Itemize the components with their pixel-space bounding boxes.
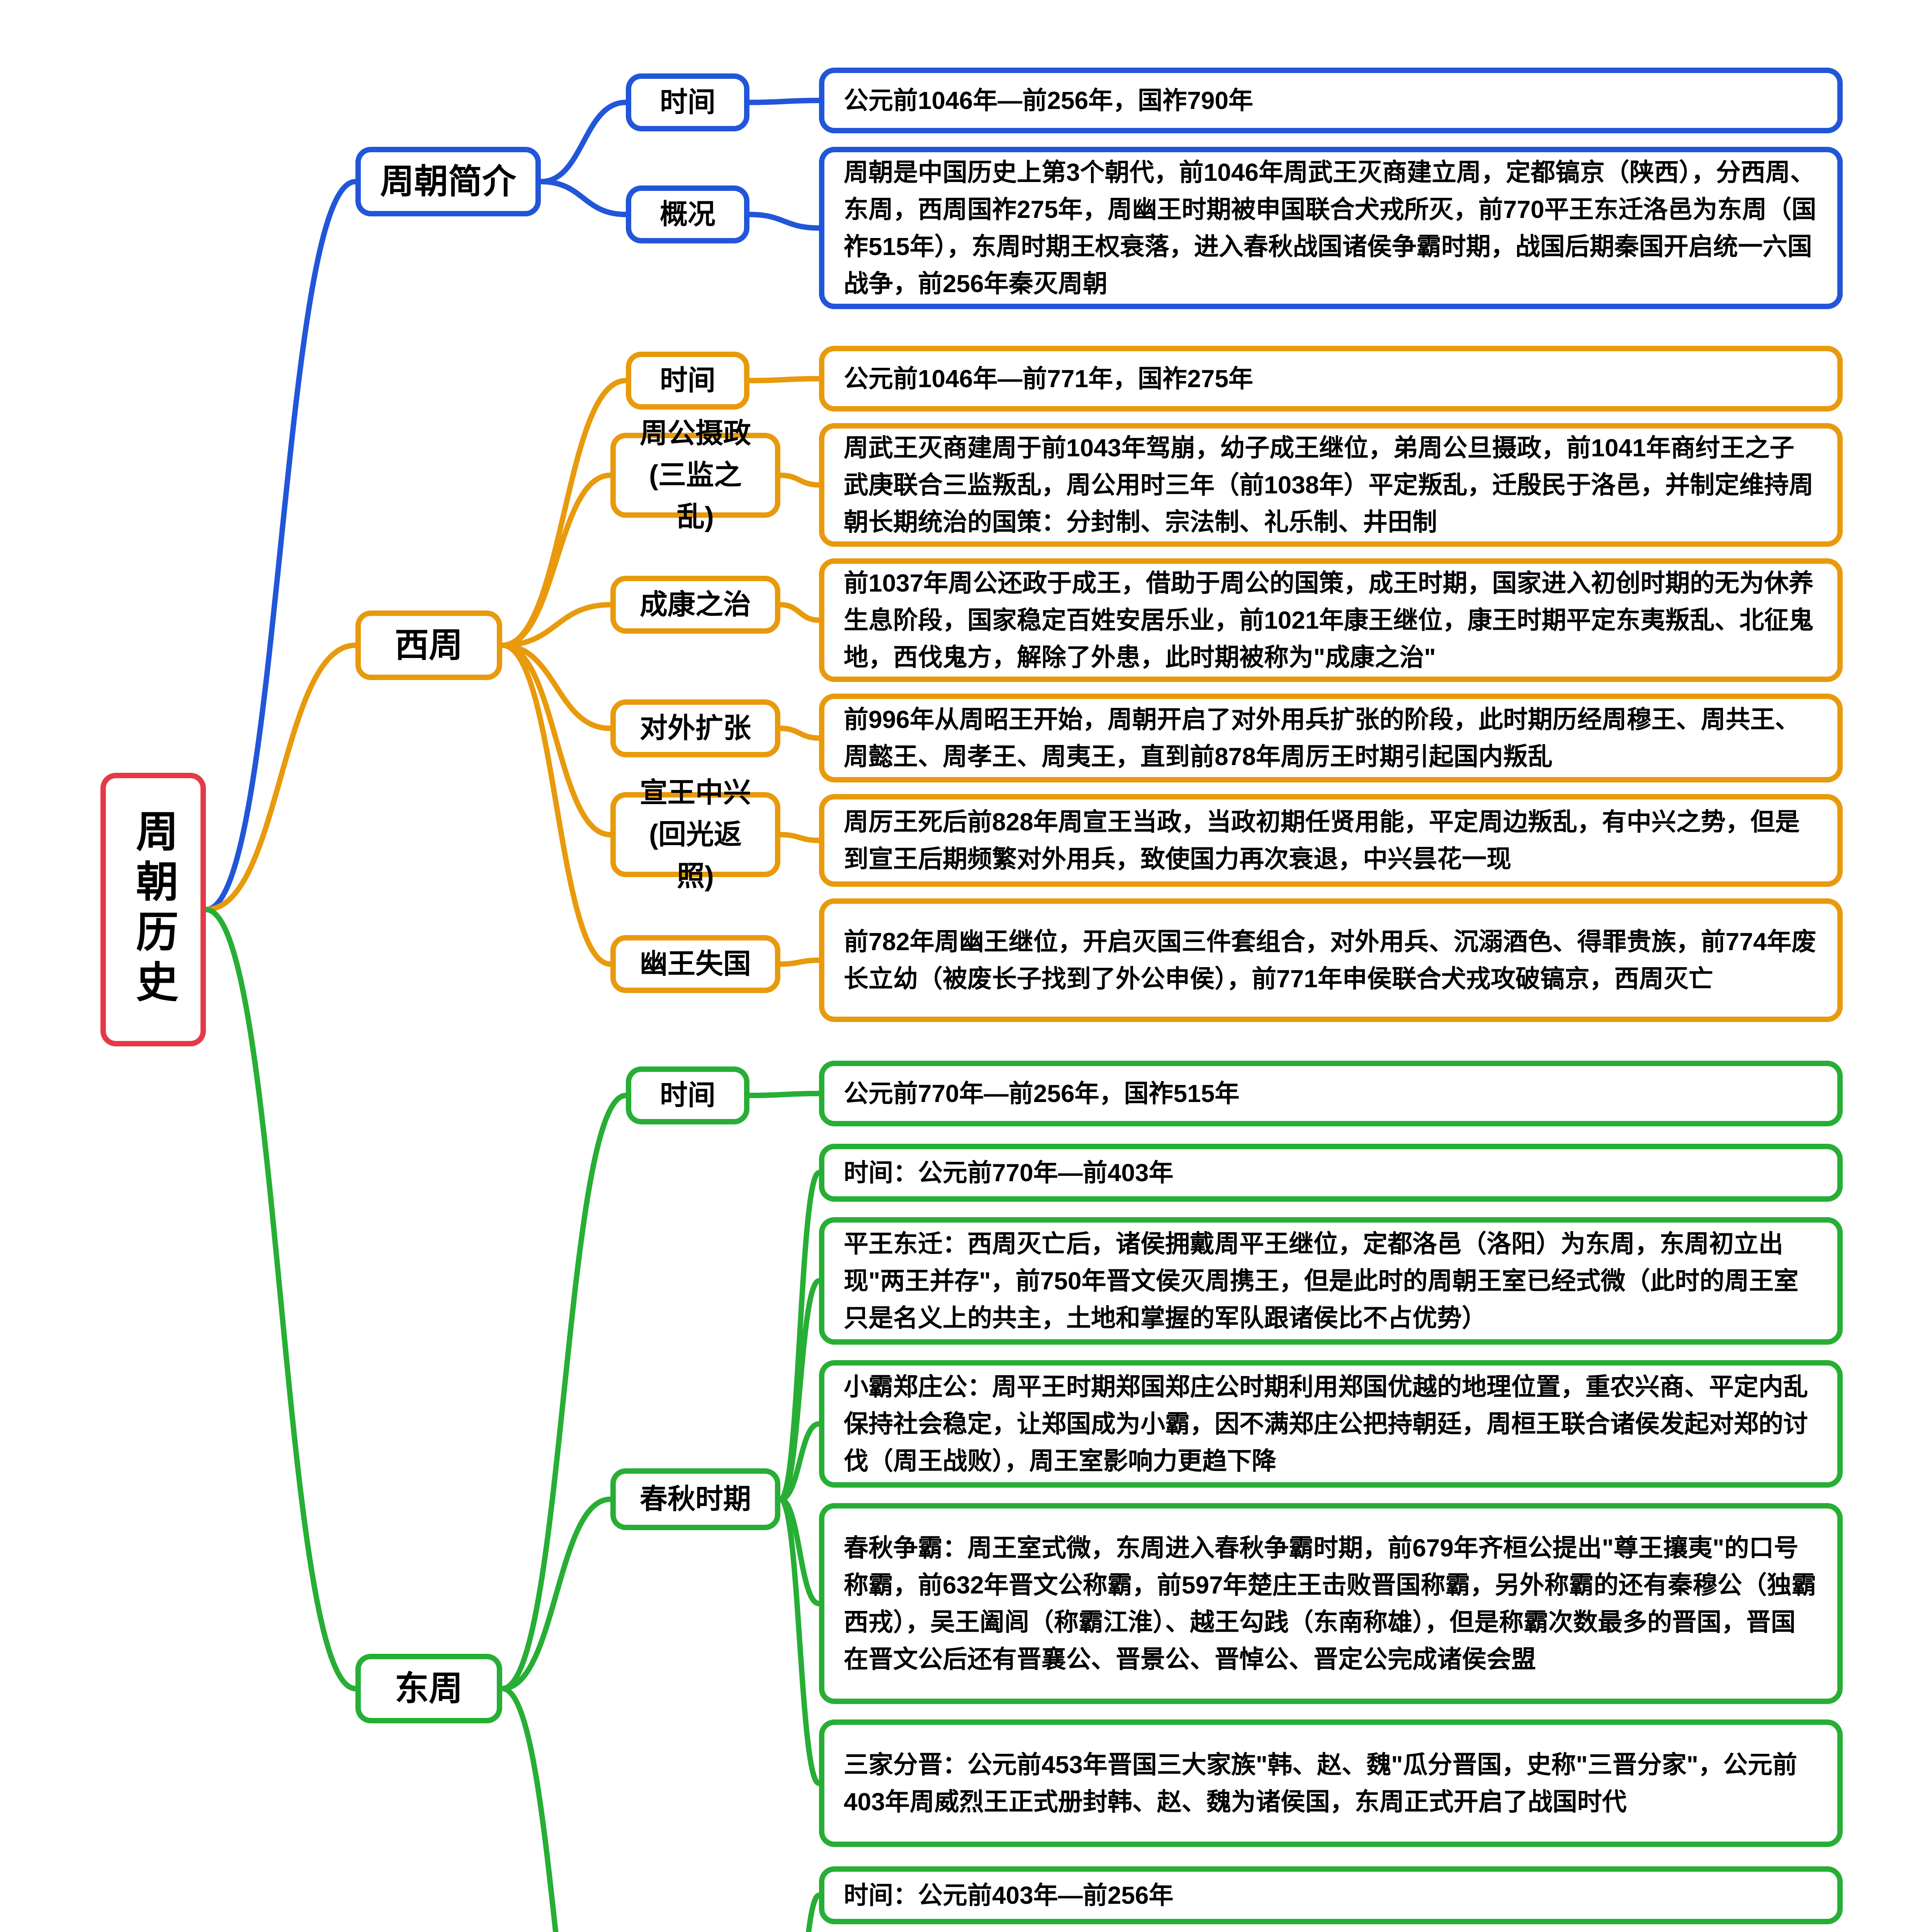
xizhou-chengkang-label: 成康之治 xyxy=(640,584,751,626)
xizhou-youwang-node: 幽王失国 xyxy=(610,935,780,993)
xizhou-xuanwang-leaf: 周厉王死后前828年周宣王当政，当政初期任贤用能，平定周边叛乱，有中兴之势，但是… xyxy=(819,794,1843,887)
intro-label: 周朝简介 xyxy=(380,156,516,207)
chunqiu-text-3: 春秋争霸：周王室式微，东周进入春秋争霸时期，前679年齐桓公提出"尊王攘夷"的口… xyxy=(844,1529,1818,1678)
xizhou-zhougong-node: 周公摄政 (三监之乱) xyxy=(610,433,780,518)
chunqiu-text-2: 小霸郑庄公：周平王时期郑国郑庄公时期利用郑国优越的地理位置，重农兴商、平定内乱保… xyxy=(844,1368,1818,1480)
intro-overview-label: 概况 xyxy=(660,194,715,235)
intro-overview-leaf: 周朝是中国历史上第3个朝代，前1046年周武王灭商建立周，定都镐京（陕西），分西… xyxy=(819,147,1843,309)
dongzhou-chunqiu-node: 春秋时期 xyxy=(610,1468,780,1530)
branch-dongzhou: 东周 xyxy=(355,1654,502,1723)
dongzhou-time-node: 时间 xyxy=(626,1066,749,1124)
xizhou-zhougong-leaf: 周武王灭商建周于前1043年驾崩，幼子成王继位，弟周公旦摄政，前1041年商纣王… xyxy=(819,423,1843,547)
dongzhou-chunqiu-label: 春秋时期 xyxy=(640,1478,751,1520)
xizhou-expand-node: 对外扩张 xyxy=(610,699,780,757)
xizhou-youwang-text: 前782年周幽王继位，开启灭国三件套组合，对外用兵、沉溺酒色、得罪贵族，前774… xyxy=(844,923,1818,997)
xizhou-xuanwang-text: 周厉王死后前828年周宣王当政，当政初期任贤用能，平定周边叛乱，有中兴之势，但是… xyxy=(844,803,1818,878)
branch-xizhou: 西周 xyxy=(355,611,502,680)
chunqiu-item-1: 平王东迁：西周灭亡后，诸侯拥戴周平王继位，定都洛邑（洛阳）为东周，东周初立出现"… xyxy=(819,1217,1843,1345)
intro-overview-text: 周朝是中国历史上第3个朝代，前1046年周武王灭商建立周，定都镐京（陕西），分西… xyxy=(844,154,1818,302)
xizhou-zhougong-label: 周公摄政 (三监之乱) xyxy=(635,413,756,538)
dongzhou-time-text: 公元前770年—前256年，国祚515年 xyxy=(844,1075,1239,1112)
xizhou-chengkang-text: 前1037年周公还政于成王，借助于周公的国策，成王时期，国家进入初创时期的无为休… xyxy=(844,565,1818,676)
xizhou-expand-leaf: 前996年从周昭王开始，周朝开启了对外用兵扩张的阶段，此时期历经周穆王、周共王、… xyxy=(819,694,1843,782)
chunqiu-item-2: 小霸郑庄公：周平王时期郑国郑庄公时期利用郑国优越的地理位置，重农兴商、平定内乱保… xyxy=(819,1360,1843,1488)
dongzhou-time-label: 时间 xyxy=(660,1075,715,1116)
xizhou-time-leaf: 公元前1046年—前771年，国祚275年 xyxy=(819,346,1843,412)
xizhou-expand-label: 对外扩张 xyxy=(640,707,751,749)
xizhou-xuanwang-node: 宣王中兴 (回光返照) xyxy=(610,792,780,877)
xizhou-time-label: 时间 xyxy=(660,360,715,401)
xizhou-expand-text: 前996年从周昭王开始，周朝开启了对外用兵扩张的阶段，此时期历经周穆王、周共王、… xyxy=(844,701,1818,775)
xizhou-time-text: 公元前1046年—前771年，国祚275年 xyxy=(844,360,1253,397)
xizhou-zhougong-text: 周武王灭商建周于前1043年驾崩，幼子成王继位，弟周公旦摄政，前1041年商纣王… xyxy=(844,429,1818,541)
chunqiu-item-4: 三家分晋：公元前453年晋国三大家族"韩、赵、魏"瓜分晋国，史称"三晋分家"，公… xyxy=(819,1719,1843,1847)
intro-time-label: 时间 xyxy=(660,82,715,123)
dongzhou-label: 东周 xyxy=(395,1663,463,1714)
xizhou-chengkang-node: 成康之治 xyxy=(610,576,780,634)
root-label: 周朝历史 xyxy=(121,809,185,1010)
zhanguo-item-0: 时间：公元前403年—前256年 xyxy=(819,1866,1843,1924)
chunqiu-text-1: 平王东迁：西周灭亡后，诸侯拥戴周平王继位，定都洛邑（洛阳）为东周，东周初立出现"… xyxy=(844,1225,1818,1337)
xizhou-youwang-label: 幽王失国 xyxy=(640,943,751,985)
dongzhou-time-leaf: 公元前770年—前256年，国祚515年 xyxy=(819,1061,1843,1126)
intro-time-leaf: 公元前1046年—前256年，国祚790年 xyxy=(819,68,1843,133)
xizhou-time-node: 时间 xyxy=(626,352,749,410)
chunqiu-item-0: 时间：公元前770年—前403年 xyxy=(819,1144,1843,1202)
root-node: 周朝历史 xyxy=(100,773,206,1046)
zhanguo-text-0: 时间：公元前403年—前256年 xyxy=(844,1877,1174,1914)
chunqiu-item-3: 春秋争霸：周王室式微，东周进入春秋争霸时期，前679年齐桓公提出"尊王攘夷"的口… xyxy=(819,1503,1843,1704)
xizhou-xuanwang-label: 宣王中兴 (回光返照) xyxy=(635,772,756,897)
chunqiu-text-4: 三家分晋：公元前453年晋国三大家族"韩、赵、魏"瓜分晋国，史称"三晋分家"，公… xyxy=(844,1746,1818,1820)
xizhou-label: 西周 xyxy=(395,620,463,671)
xizhou-chengkang-leaf: 前1037年周公还政于成王，借助于周公的国策，成王时期，国家进入初创时期的无为休… xyxy=(819,558,1843,682)
chunqiu-text-0: 时间：公元前770年—前403年 xyxy=(844,1154,1174,1191)
intro-overview-node: 概况 xyxy=(626,185,749,243)
intro-time-node: 时间 xyxy=(626,73,749,131)
branch-intro: 周朝简介 xyxy=(355,147,541,216)
intro-time-text: 公元前1046年—前256年，国祚790年 xyxy=(844,82,1253,119)
xizhou-youwang-leaf: 前782年周幽王继位，开启灭国三件套组合，对外用兵、沉溺酒色、得罪贵族，前774… xyxy=(819,898,1843,1022)
